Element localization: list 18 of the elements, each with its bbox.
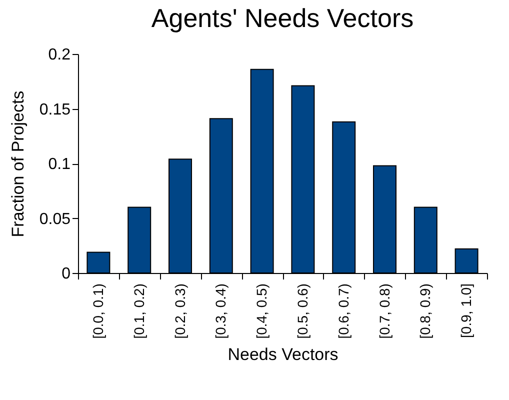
x-tick-label: [0.7, 0.8): [376, 284, 392, 339]
x-tick-label: [0.9, 1.0]: [458, 284, 474, 338]
x-tick-label: [0.3, 0.4): [212, 284, 229, 339]
y-tick-label: 0.05: [39, 210, 71, 228]
y-tick-label: 0.15: [39, 101, 71, 118]
x-tick-label: [0.8, 0.9): [417, 284, 434, 339]
y-tick-label: 0: [62, 266, 71, 282]
x-axis-title: Needs Vectors: [228, 344, 338, 364]
x-tick-label: [0.4, 0.5): [254, 284, 270, 339]
x-tick-label: [0.2, 0.3): [172, 284, 188, 339]
x-tick-label: [0.5, 0.6): [294, 284, 310, 339]
chart-title: Agents' Needs Vectors: [151, 3, 414, 33]
x-tick-label: [0.0, 0.1): [90, 284, 106, 339]
y-tick-label: 0.1: [48, 156, 71, 173]
y-axis-title: Fraction of Projects: [8, 90, 28, 238]
y-tick-label: 0.2: [48, 46, 71, 64]
x-tick-label: [0.6, 0.7): [335, 284, 352, 339]
x-tick-label: [0.1, 0.2): [130, 284, 147, 339]
